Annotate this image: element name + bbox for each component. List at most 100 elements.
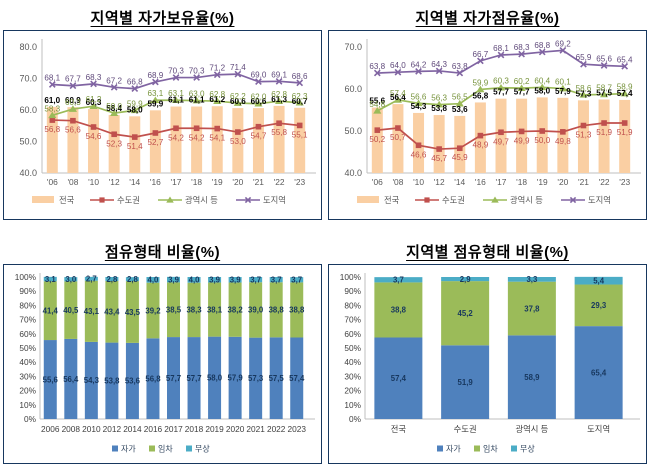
svg-text:62,3: 62,3 bbox=[292, 92, 308, 101]
svg-text:56,8: 56,8 bbox=[145, 374, 161, 383]
svg-text:59,0: 59,0 bbox=[106, 102, 122, 111]
svg-text:29,3: 29,3 bbox=[591, 301, 607, 310]
svg-text:56,6: 56,6 bbox=[411, 92, 427, 101]
svg-text:2021: 2021 bbox=[246, 424, 265, 434]
svg-text:'16: '16 bbox=[475, 177, 486, 187]
svg-text:62,8: 62,8 bbox=[271, 90, 287, 99]
svg-text:54,2: 54,2 bbox=[189, 133, 205, 142]
svg-text:4,0: 4,0 bbox=[148, 276, 160, 285]
svg-text:60,1: 60,1 bbox=[555, 78, 571, 87]
svg-text:3,7: 3,7 bbox=[271, 275, 282, 284]
svg-text:56,6: 56,6 bbox=[65, 126, 81, 135]
svg-text:자가: 자가 bbox=[121, 445, 136, 454]
svg-text:67,7: 67,7 bbox=[65, 75, 81, 84]
svg-text:2017: 2017 bbox=[164, 424, 183, 434]
svg-text:20%: 20% bbox=[344, 386, 361, 396]
svg-text:3,9: 3,9 bbox=[230, 276, 242, 285]
svg-text:63,1: 63,1 bbox=[148, 89, 164, 98]
svg-text:58,9: 58,9 bbox=[524, 373, 540, 382]
svg-text:57,3: 57,3 bbox=[576, 89, 592, 98]
svg-text:53,0: 53,0 bbox=[230, 137, 246, 146]
svg-text:55,8: 55,8 bbox=[271, 128, 287, 137]
svg-text:66,7: 66,7 bbox=[473, 50, 489, 59]
svg-text:57,9: 57,9 bbox=[228, 374, 244, 383]
svg-text:3,7: 3,7 bbox=[393, 276, 404, 285]
labels-자가: 57,4 51,9 58,9 65,4 bbox=[391, 368, 607, 387]
panel-regional-tenure-type-ratio: 지역별 점유형태 비율(%) 100% 90% 80% 70% 60% 50% 40% 30%… bbox=[325, 234, 650, 468]
svg-text:20%: 20% bbox=[19, 386, 36, 396]
svg-text:45,9: 45,9 bbox=[452, 153, 468, 162]
svg-text:2012: 2012 bbox=[103, 424, 122, 434]
svg-text:70%: 70% bbox=[19, 315, 36, 325]
series-line-광역시 등 bbox=[373, 83, 629, 114]
svg-text:62,2: 62,2 bbox=[230, 92, 246, 101]
svg-text:'19: '19 bbox=[537, 177, 548, 187]
svg-text:50%: 50% bbox=[344, 343, 361, 353]
svg-text:39,2: 39,2 bbox=[145, 306, 161, 315]
svg-text:48,9: 48,9 bbox=[473, 141, 489, 150]
svg-text:50%: 50% bbox=[19, 343, 36, 353]
series-stack-무상 bbox=[374, 276, 623, 285]
svg-text:3,7: 3,7 bbox=[250, 275, 261, 284]
axes: 100% 90% 80% 70% 60% 50% 40% 30% 20% 10% 0% 전국 수도권 광역… bbox=[340, 272, 640, 434]
svg-text:'22: '22 bbox=[274, 177, 285, 187]
svg-text:56,5: 56,5 bbox=[452, 93, 468, 102]
svg-text:광역시 등: 광역시 등 bbox=[515, 424, 548, 434]
svg-text:65,6: 65,6 bbox=[596, 54, 612, 63]
legend: 자가 임차 무상 bbox=[112, 444, 210, 454]
svg-text:69,0: 69,0 bbox=[251, 71, 267, 80]
chart-tenure-type-ratio: 100% 90% 80% 70% 60% 50% 40% 30% 20% 10% 0% 2006 200… bbox=[3, 264, 322, 464]
svg-text:전국: 전국 bbox=[391, 424, 407, 434]
series-bar-전국 bbox=[46, 105, 306, 173]
svg-text:67,2: 67,2 bbox=[106, 76, 122, 85]
svg-text:71,4: 71,4 bbox=[230, 63, 246, 72]
svg-text:58,0: 58,0 bbox=[127, 105, 143, 114]
svg-text:2019: 2019 bbox=[205, 424, 224, 434]
svg-text:70.0: 70.0 bbox=[344, 42, 362, 52]
svg-text:4,0: 4,0 bbox=[189, 276, 201, 285]
chart-title-owner-occupancy-rate: 지역별 자가점유율(%) bbox=[415, 10, 560, 27]
svg-text:57,7: 57,7 bbox=[493, 88, 509, 97]
svg-text:전국: 전국 bbox=[384, 195, 400, 205]
svg-text:60,6: 60,6 bbox=[230, 97, 246, 106]
svg-text:65,4: 65,4 bbox=[617, 55, 633, 64]
svg-text:50,0: 50,0 bbox=[534, 136, 550, 145]
svg-text:60,6: 60,6 bbox=[251, 97, 267, 106]
svg-text:3,9: 3,9 bbox=[168, 275, 180, 284]
svg-text:'08: '08 bbox=[67, 177, 78, 187]
svg-text:2010: 2010 bbox=[82, 424, 101, 434]
svg-text:53,8: 53,8 bbox=[104, 377, 120, 386]
svg-text:2018: 2018 bbox=[185, 424, 204, 434]
svg-text:도지역: 도지역 bbox=[263, 195, 286, 205]
svg-text:38,8: 38,8 bbox=[391, 306, 407, 315]
labels-수도권: 56,8 56,6 54,6 52,3 51,4 52,7 54,2 54,2 54,1 53,0… bbox=[44, 125, 308, 151]
svg-text:56,4: 56,4 bbox=[63, 375, 79, 384]
labels-광역시 등: 54,8 57,4 56,6 56,3 56,5 59,9 60,3 60,2 60,4 60,1… bbox=[369, 76, 633, 109]
svg-text:'10: '10 bbox=[88, 177, 99, 187]
svg-text:40%: 40% bbox=[19, 357, 36, 367]
chart-title-homeownership-rate: 지역별 자가보유율(%) bbox=[90, 10, 235, 27]
svg-text:2022: 2022 bbox=[267, 424, 286, 434]
svg-text:60,7: 60,7 bbox=[292, 97, 308, 106]
svg-text:2006: 2006 bbox=[41, 424, 60, 434]
svg-text:2,8: 2,8 bbox=[127, 275, 139, 284]
svg-text:'18: '18 bbox=[191, 177, 202, 187]
svg-text:54,6: 54,6 bbox=[86, 132, 102, 141]
svg-text:68,8: 68,8 bbox=[534, 41, 550, 50]
svg-text:'10: '10 bbox=[413, 177, 424, 187]
svg-text:69,1: 69,1 bbox=[271, 70, 287, 79]
svg-text:61,3: 61,3 bbox=[271, 95, 287, 104]
svg-text:3,0: 3,0 bbox=[65, 275, 77, 284]
svg-text:60.0: 60.0 bbox=[19, 105, 37, 115]
svg-text:63,0: 63,0 bbox=[189, 90, 205, 99]
svg-text:70,3: 70,3 bbox=[168, 67, 184, 76]
svg-text:2,8: 2,8 bbox=[106, 275, 118, 284]
svg-text:2014: 2014 bbox=[123, 424, 142, 434]
chart-svg-regional-owner-occupancy-rate: 70.0 60.0 50.0 40.0 '06 '08 '10 '12 '14 '16 '17 '18… bbox=[344, 39, 641, 205]
chart-title-regional-tenure-type-ratio: 지역별 점유형태 비율(%) bbox=[406, 244, 569, 261]
svg-text:2,9: 2,9 bbox=[460, 275, 472, 284]
svg-text:2023: 2023 bbox=[287, 424, 306, 434]
svg-text:54,7: 54,7 bbox=[251, 132, 267, 141]
series-stack-임차 bbox=[43, 280, 304, 343]
svg-text:68,6: 68,6 bbox=[292, 72, 308, 81]
